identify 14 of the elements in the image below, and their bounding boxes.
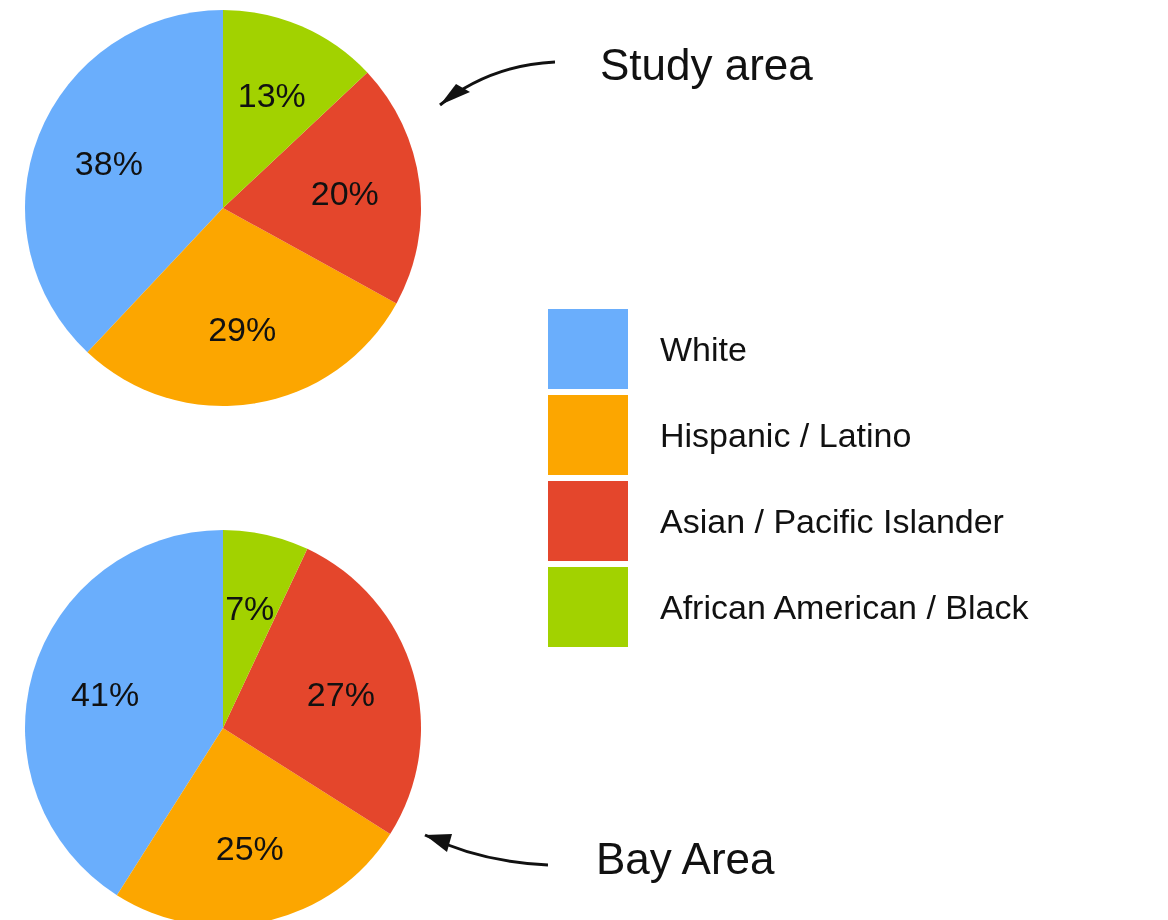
slice-label: Study area xyxy=(600,40,813,90)
data-label: 29% xyxy=(208,310,277,349)
data-label: 25% xyxy=(215,828,284,867)
data-label: 13% xyxy=(237,76,306,115)
slice-label: Bay Area xyxy=(596,834,775,884)
data-label: 7% xyxy=(225,589,275,628)
data-label: 38% xyxy=(74,143,143,182)
legend-label: Hispanic / Latino xyxy=(660,415,912,455)
data-label: 41% xyxy=(71,674,140,713)
data-label: 27% xyxy=(306,674,375,713)
data-label: 20% xyxy=(310,173,379,212)
legend-label: Asian / Pacific Islander xyxy=(660,501,1004,541)
legend-label: White xyxy=(660,329,747,369)
legend-label: African American / Black xyxy=(660,587,1029,627)
